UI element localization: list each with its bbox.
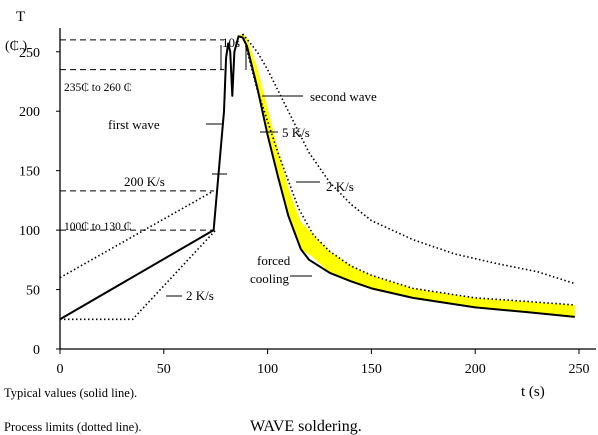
- typical-band: [234, 33, 575, 317]
- annotation-range-high: 235₵ to 260 ₵: [64, 81, 132, 94]
- y-tick-label-250: 250: [19, 46, 40, 61]
- x-tick-label-150: 150: [361, 362, 382, 377]
- y-axis-title: T: [16, 9, 25, 25]
- annotation-rate-200: 200 K/s: [124, 174, 165, 189]
- x-tick-label-200: 200: [465, 362, 486, 377]
- annotation-range-low: 100₵ to 130 ₵: [64, 220, 132, 233]
- annotation-second-wave: second wave: [310, 89, 377, 104]
- y-tick-label-0: 0: [33, 343, 40, 358]
- limit-curve-2: [60, 229, 217, 321]
- note-process-limits: Process limits (dotted line).: [4, 420, 141, 434]
- annotation-rate-5: 5 K/s: [282, 125, 310, 140]
- annotation-leaders: [166, 95, 320, 297]
- x-tick-label-0: 0: [57, 362, 64, 377]
- annotation-first-wave: first wave: [108, 117, 160, 132]
- limit-curve-4: [241, 33, 575, 306]
- x-tick-label-50: 50: [157, 362, 171, 377]
- limit-curve-3: [242, 33, 576, 285]
- x-axis-title: t (s): [521, 384, 545, 400]
- annotation-forced: forced: [257, 253, 291, 268]
- annotation-rate-2-right: 2 K/s: [326, 179, 354, 194]
- y-tick-label-100: 100: [19, 224, 40, 239]
- note-typical-values: Typical values (solid line).: [4, 386, 137, 400]
- annotation-rate-2-left: 2 K/s: [186, 288, 214, 303]
- y-tick-label-50: 50: [26, 284, 40, 299]
- x-tick-label-250: 250: [569, 362, 590, 377]
- x-tick-label-100: 100: [257, 362, 278, 377]
- annotation-duration: 10s: [222, 35, 240, 50]
- y-tick-label-200: 200: [19, 105, 40, 120]
- y-axis-unit: (₵ ): [5, 39, 28, 54]
- typical-curve: [59, 35, 575, 321]
- chart-title: WAVE soldering.: [250, 418, 362, 435]
- duration-bracket: [220, 45, 247, 70]
- y-tick-label-150: 150: [19, 165, 40, 180]
- limit-curve-1: [59, 190, 215, 279]
- annotation-cooling: cooling: [250, 271, 289, 286]
